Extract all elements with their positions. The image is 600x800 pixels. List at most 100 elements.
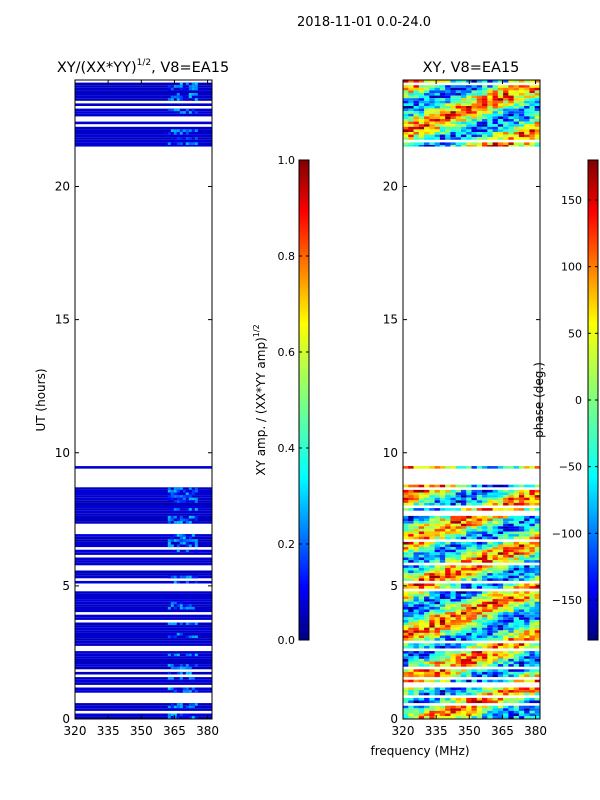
phase-cell: [413, 586, 420, 589]
phase-cell: [418, 692, 425, 696]
amplitude-cell: [185, 606, 189, 610]
amplitude-cell: [176, 703, 180, 706]
phase-cell: [455, 700, 462, 704]
amplitude-cell: [191, 703, 195, 706]
phase-cell: [524, 625, 530, 628]
phase-cell: [403, 619, 409, 623]
phase-cell: [492, 531, 499, 535]
phase-cell: [503, 700, 509, 704]
phase-cell: [497, 713, 504, 717]
phase-cell: [466, 126, 472, 130]
phase-cell: [466, 656, 472, 659]
phase-cell: [508, 674, 514, 678]
phase-cell: [513, 508, 520, 511]
phase-cell: [476, 100, 483, 104]
phase-cell: [524, 599, 530, 602]
phase-cell: [439, 612, 446, 615]
phase-cell: [524, 119, 530, 122]
phase-cell: [403, 492, 409, 496]
phase-cell: [482, 554, 488, 558]
phase-cell: [429, 656, 435, 659]
phase-cell: [460, 541, 467, 545]
phase-cell: [424, 500, 430, 503]
amplitude-cell: [182, 536, 186, 540]
phase-cell: [403, 700, 409, 704]
amplitude-cell: [173, 534, 177, 537]
phase-cell: [413, 515, 420, 519]
phase-cell: [429, 500, 435, 503]
phase-cell: [450, 653, 456, 657]
amplitude-row: [75, 690, 212, 693]
phase-cell: [445, 708, 451, 711]
phase-cell: [471, 132, 478, 135]
phase-cell: [518, 549, 525, 553]
phase-cell: [497, 679, 504, 683]
phase-cell: [534, 570, 541, 574]
phase-cell: [529, 713, 536, 717]
phase-cell: [471, 541, 478, 545]
phase-cell: [529, 111, 536, 114]
phase-cell: [518, 129, 525, 132]
amplitude-cell: [188, 606, 192, 610]
phase-cell: [445, 661, 451, 665]
phase-cell: [492, 674, 499, 678]
amplitude-row: [75, 705, 212, 709]
phase-cell: [508, 98, 514, 101]
phase-cell: [492, 573, 499, 576]
phase-cell: [434, 653, 441, 657]
amplitude-cell: [194, 622, 198, 626]
phase-cell: [403, 716, 409, 719]
phase-cell: [429, 604, 435, 607]
phase-cell: [439, 578, 446, 581]
amplitude-cell: [167, 664, 171, 667]
phase-cell: [529, 687, 536, 691]
phase-cell: [408, 121, 414, 125]
phase-cell: [497, 124, 504, 127]
phase-cell: [455, 534, 462, 537]
phase-cell: [508, 671, 514, 675]
phase-cell: [508, 570, 514, 574]
phase-cell: [429, 523, 435, 527]
phase-cell: [471, 552, 478, 555]
phase-cell: [450, 567, 456, 571]
amplitude-cell: [194, 716, 198, 719]
phase-cell: [524, 87, 530, 91]
phase-cell: [487, 705, 493, 709]
phase-cell: [534, 601, 541, 605]
phase-cell: [429, 87, 435, 91]
phase-cell: [439, 687, 446, 691]
phase-cell: [534, 90, 541, 93]
phase-cell: [439, 80, 446, 83]
phase-cell: [508, 617, 514, 620]
amplitude-cell: [173, 653, 177, 657]
phase-cell: [513, 103, 520, 106]
phase-cell: [534, 129, 541, 132]
phase-cell: [476, 126, 483, 130]
phase-cell: [497, 536, 504, 540]
phase-cell: [529, 536, 536, 540]
phase-cell: [492, 90, 499, 93]
phase-cell: [429, 708, 435, 711]
phase-cell: [529, 617, 536, 620]
phase-cell: [466, 573, 472, 576]
phase-cell: [471, 658, 478, 662]
phase-cell: [434, 583, 441, 587]
phase-cell: [476, 484, 483, 488]
phase-cell: [418, 593, 425, 597]
phase-cell: [455, 557, 462, 561]
phase-cell: [466, 565, 472, 568]
phase-cell: [487, 80, 493, 83]
phase-cell: [413, 671, 420, 675]
phase-cell: [518, 95, 525, 99]
phase-cell: [529, 132, 536, 135]
amplitude-cell: [173, 539, 177, 542]
phase-cell: [424, 622, 430, 626]
phase-cell: [529, 606, 536, 610]
phase-cell: [518, 121, 525, 125]
phase-cell: [445, 536, 451, 540]
phase-cell: [529, 705, 536, 709]
amplitude-cell: [185, 664, 189, 667]
phase-cell: [518, 630, 525, 633]
amplitude-cell: [188, 487, 192, 490]
phase-cell: [529, 690, 536, 693]
